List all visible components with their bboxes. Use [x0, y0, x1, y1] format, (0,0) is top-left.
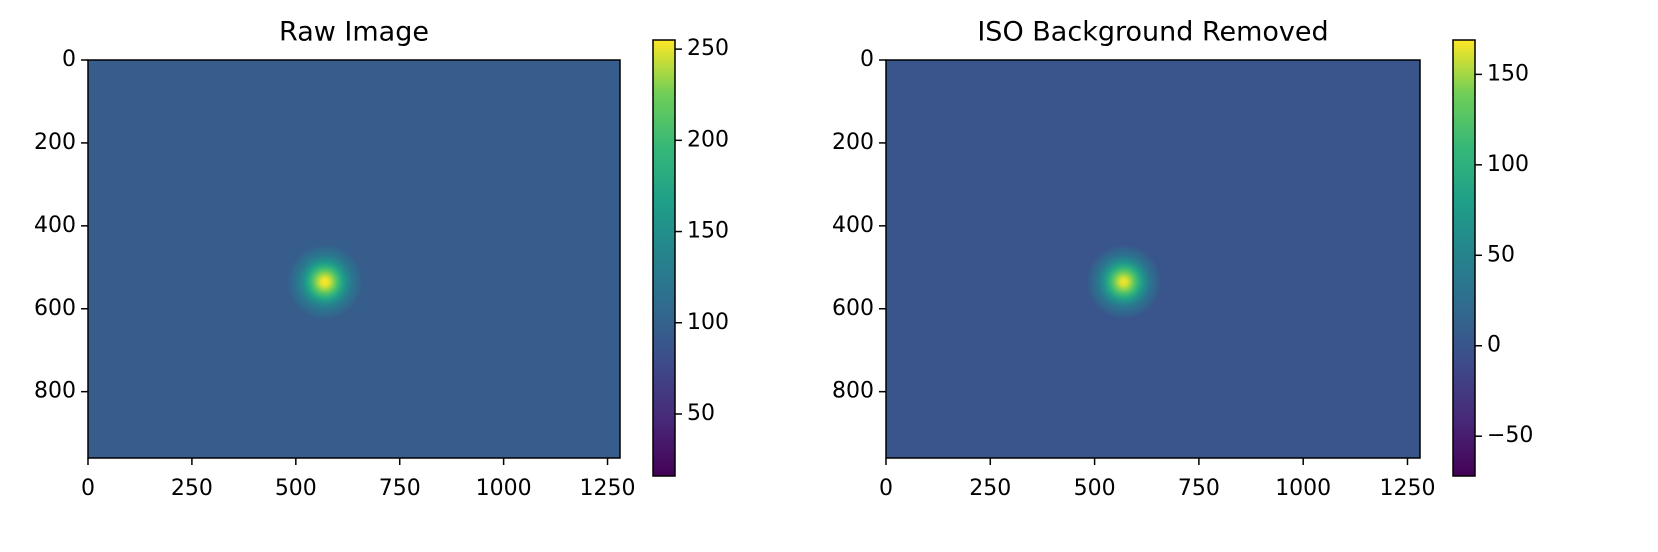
x-tick-label: 0	[879, 476, 893, 501]
chart-title: ISO Background Removed	[977, 17, 1328, 48]
colorbar	[1452, 39, 1476, 477]
y-tick-label: 400	[832, 213, 874, 238]
colorbar-tick-label: −50	[1487, 423, 1533, 448]
bright-spot	[1085, 244, 1162, 320]
bright-spot	[287, 244, 363, 320]
colorbar-tick-label: 100	[1487, 152, 1529, 177]
axes-frame	[87, 59, 621, 459]
y-tick-label: 0	[62, 47, 76, 72]
x-tick-label: 1250	[580, 476, 636, 501]
x-tick-label: 250	[969, 476, 1011, 501]
colorbar-tick-label: 150	[687, 219, 729, 244]
x-tick-label: 750	[379, 476, 421, 501]
colorbar-tick-label: 150	[1487, 61, 1529, 86]
y-tick-label: 800	[34, 379, 76, 404]
y-tick-label: 200	[34, 130, 76, 155]
x-tick-label: 500	[275, 476, 317, 501]
colorbar-tick-label: 50	[687, 401, 715, 426]
y-tick-label: 600	[832, 296, 874, 321]
y-tick-label: 200	[832, 130, 874, 155]
y-tick-label: 400	[34, 213, 76, 238]
colorbar-tick-label: 0	[1487, 333, 1501, 358]
x-tick-label: 250	[171, 476, 213, 501]
x-tick-label: 1000	[476, 476, 532, 501]
chart-title: Raw Image	[279, 17, 429, 48]
colorbar-tick-label: 200	[687, 127, 729, 152]
colorbar	[652, 39, 676, 477]
y-tick-label: 800	[832, 379, 874, 404]
x-tick-label: 500	[1074, 476, 1116, 501]
colorbar-tick-label: 100	[687, 310, 729, 335]
y-tick-label: 0	[860, 47, 874, 72]
x-tick-label: 1250	[1379, 476, 1435, 501]
colorbar-tick-label: 250	[687, 36, 729, 61]
axes-frame	[885, 59, 1421, 459]
x-tick-label: 750	[1178, 476, 1220, 501]
y-tick-label: 600	[34, 296, 76, 321]
colorbar-tick-label: 50	[1487, 242, 1515, 267]
x-tick-label: 0	[81, 476, 95, 501]
x-tick-label: 1000	[1275, 476, 1331, 501]
